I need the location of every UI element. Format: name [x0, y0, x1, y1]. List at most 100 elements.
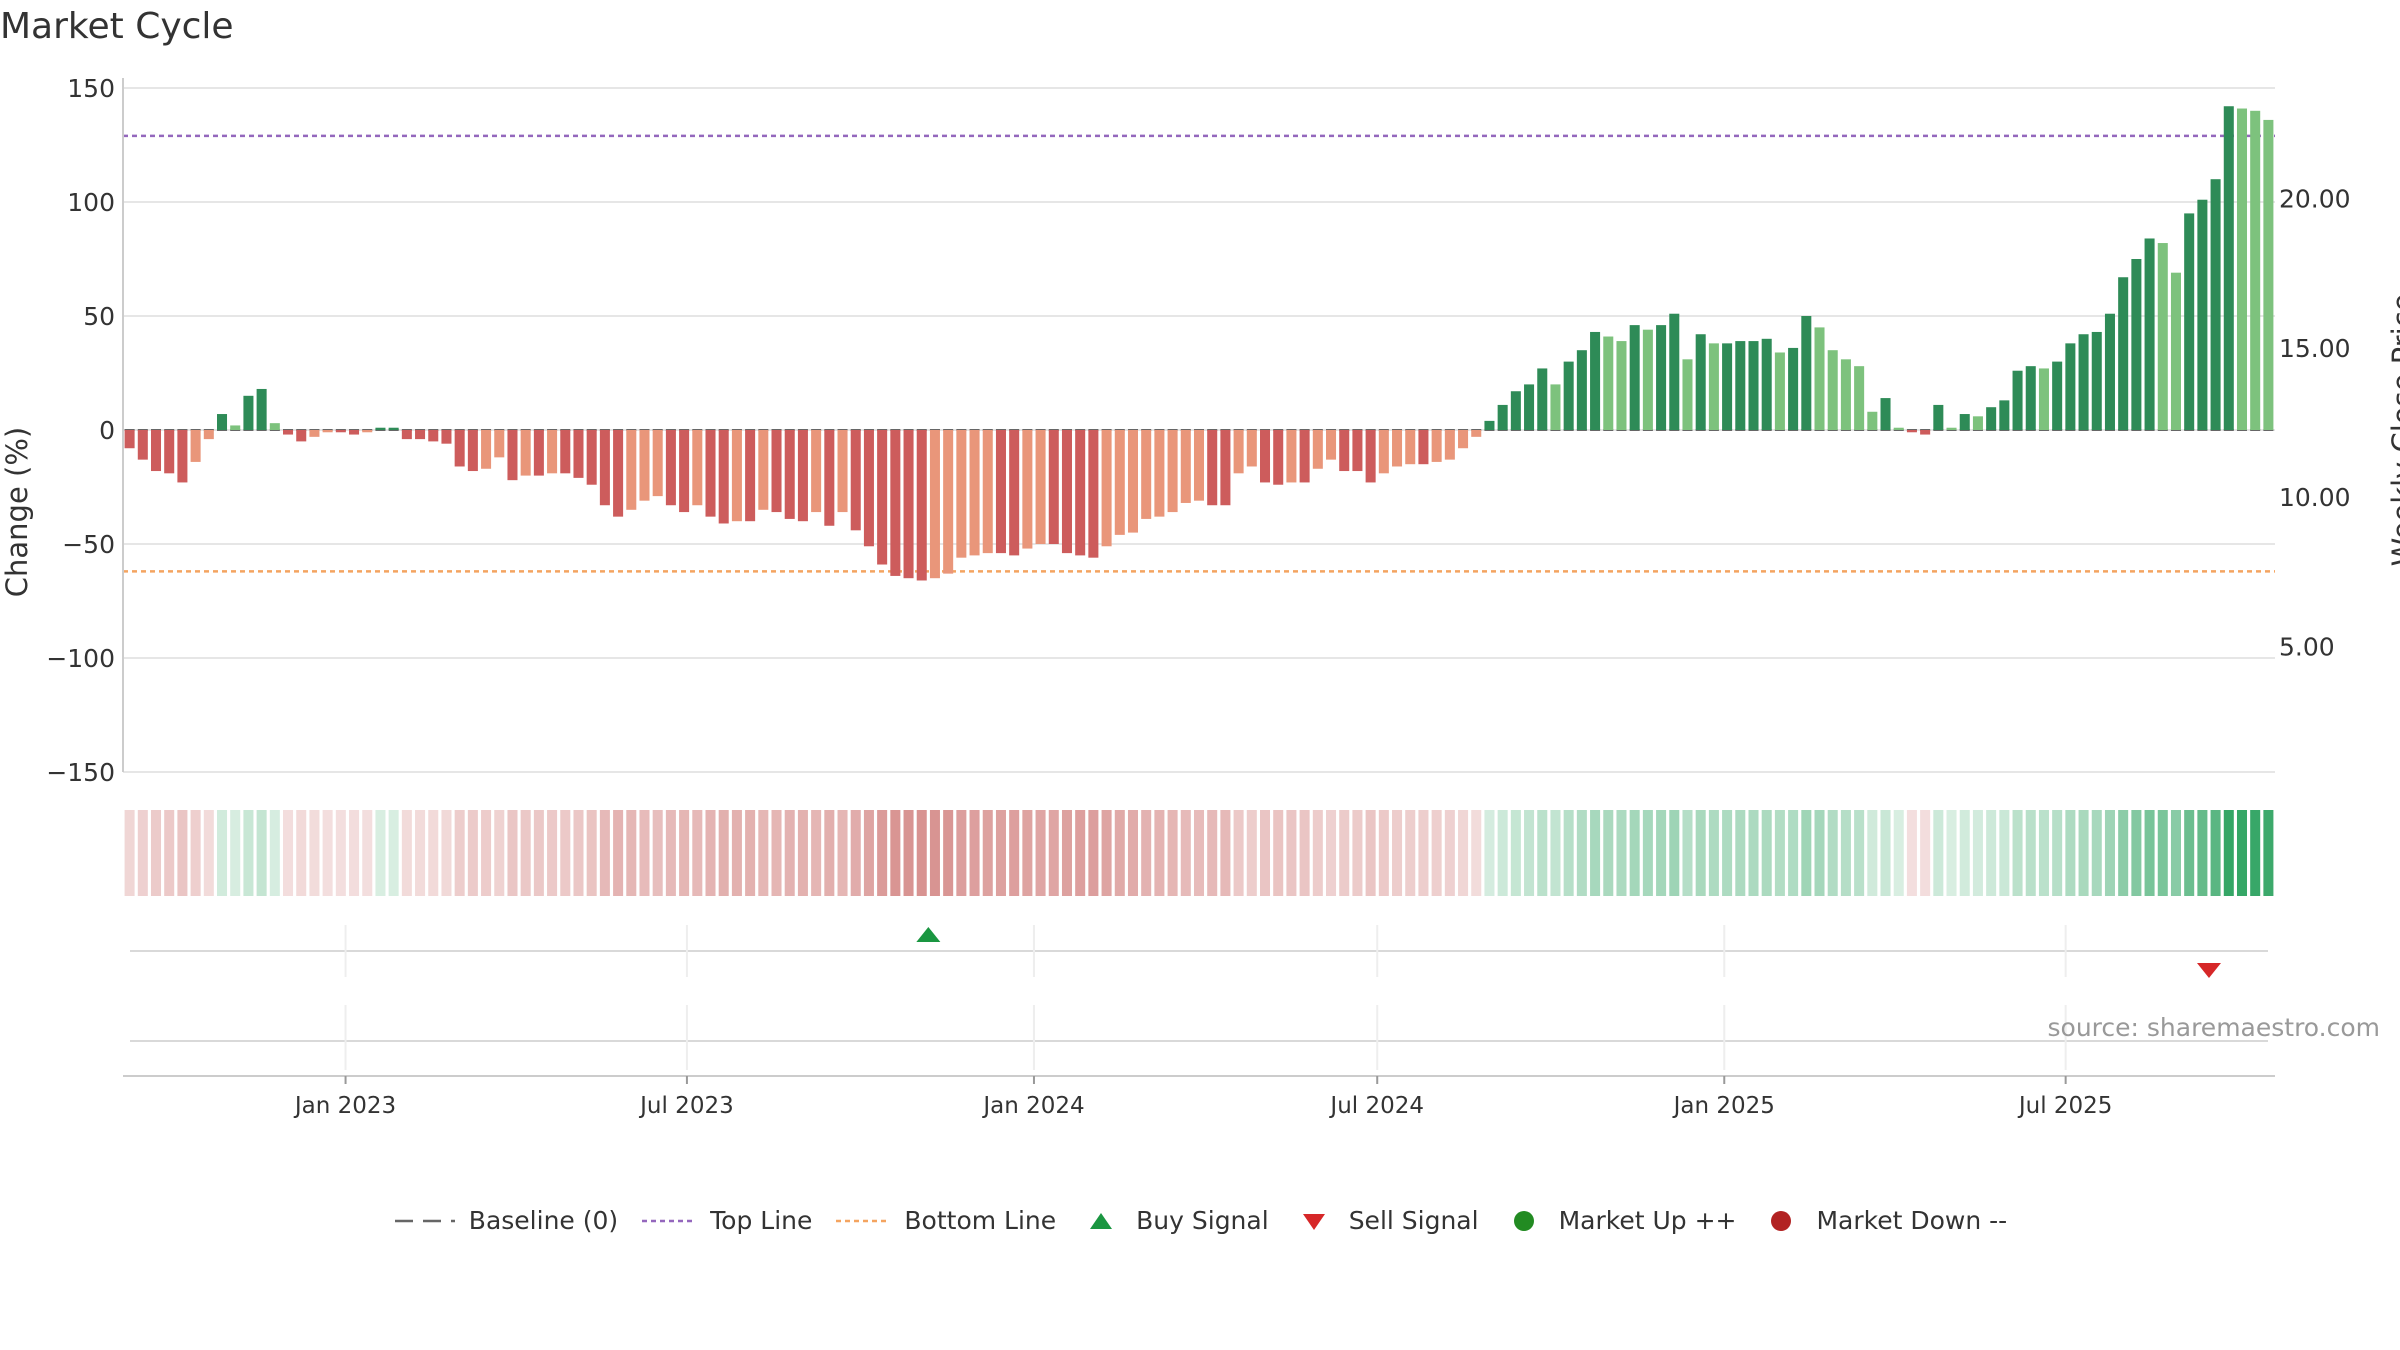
change-bar [1920, 430, 1931, 435]
legend-label: Sell Signal [1348, 1206, 1479, 1235]
legend-item-sell-signal: Sell Signal [1291, 1206, 1479, 1235]
change-bar [1972, 416, 1983, 430]
heat-cell [1603, 810, 1614, 896]
x-tick-label: Jul 2025 [2017, 1093, 2113, 1119]
heat-cell [243, 810, 254, 896]
heat-cell [1233, 810, 1244, 896]
change-bar [2078, 334, 2089, 430]
heat-cell [652, 810, 663, 896]
change-bar [349, 430, 360, 435]
heat-cell [1339, 810, 1350, 896]
change-bar [533, 430, 544, 476]
heat-cell [415, 810, 426, 896]
heat-cell [1774, 810, 1785, 896]
heat-cell [1167, 810, 1178, 896]
heat-cell [969, 810, 980, 896]
y2-tick-label: 5.00 [2279, 633, 2335, 662]
change-bar [1999, 400, 2010, 430]
heat-cell [1497, 810, 1508, 896]
change-bar [1088, 430, 1099, 558]
change-bar [1220, 430, 1231, 506]
change-bar [1326, 430, 1337, 460]
change-bar [1246, 430, 1257, 467]
change-bar [467, 430, 478, 472]
heat-cell [1748, 810, 1759, 896]
heat-cell [1814, 810, 1825, 896]
change-bar [745, 430, 756, 522]
dotted-line-icon [836, 1219, 891, 1222]
change-bar [1854, 366, 1865, 430]
heat-cell [441, 810, 452, 896]
x-tick-label: Jan 2023 [293, 1093, 396, 1119]
heat-cell [731, 810, 742, 896]
heat-cell [1127, 810, 1138, 896]
heat-cell [2210, 810, 2221, 896]
heat-cell [916, 810, 927, 896]
heat-cell [1986, 810, 1997, 896]
heat-cell [217, 810, 228, 896]
change-bar [1959, 414, 1970, 430]
heat-cell [547, 810, 558, 896]
change-bar [1893, 427, 1904, 430]
heat-cell [705, 810, 716, 896]
change-bar [190, 430, 201, 462]
change-bar [283, 430, 294, 435]
heat-cell [1193, 810, 1205, 896]
change-bar [956, 430, 967, 558]
change-bar [1616, 341, 1627, 430]
change-bar [217, 414, 228, 430]
heat-cell [599, 810, 610, 896]
change-bar [837, 430, 848, 513]
heat-cell [1484, 810, 1495, 896]
heat-cell [758, 810, 769, 896]
heat-cell [1392, 810, 1403, 896]
change-bar [1722, 343, 1733, 430]
heat-cell [1444, 810, 1455, 896]
change-bar [1405, 430, 1416, 465]
change-bar [1048, 430, 1059, 544]
heat-cell [1695, 810, 1706, 896]
axes: 150 100 50 0 −50 −100 −150 20.00 15.00 10.00 5.00 J… [46, 74, 2350, 1119]
heat-cell [1854, 810, 1865, 896]
change-bar [797, 430, 808, 522]
legend-label: Top Line [710, 1206, 813, 1235]
heat-cell [309, 810, 320, 896]
dash-line-icon [394, 1219, 455, 1222]
change-bar [2144, 238, 2155, 430]
change-bar [2210, 179, 2221, 430]
heat-cell [1022, 810, 1033, 896]
heat-cell [1946, 810, 1957, 896]
change-bar [1352, 430, 1363, 472]
heat-cell [1114, 810, 1125, 896]
heat-cell [388, 810, 399, 896]
heat-cell [1326, 810, 1337, 896]
change-bar [2131, 259, 2142, 430]
heat-cell [1827, 810, 1838, 896]
change-bar [1510, 391, 1521, 430]
change-bar [1114, 430, 1125, 535]
heat-cell [1312, 810, 1323, 896]
change-bar [2157, 243, 2168, 430]
legend-item-baseline: Baseline (0) [393, 1206, 618, 1235]
change-bar [1642, 329, 1653, 430]
change-bar [1022, 430, 1033, 549]
heat-cell [1273, 810, 1284, 896]
change-bar [1735, 341, 1746, 430]
heat-cell [1669, 810, 1680, 896]
heat-cell [1708, 810, 1719, 896]
heat-cell [718, 810, 729, 896]
change-bar [1484, 420, 1495, 430]
heat-cell [322, 810, 333, 896]
change-bar [2170, 272, 2181, 430]
change-bar [2091, 331, 2102, 430]
sell-signal-marker [2196, 963, 2221, 978]
heat-cell [1788, 810, 1799, 896]
heat-cell [1906, 810, 1917, 896]
heat-cell [797, 810, 808, 896]
y2-tick-label: 15.00 [2279, 334, 2351, 363]
heat-cell [1220, 810, 1231, 896]
heat-cell [2065, 810, 2076, 896]
heat-cell [1880, 810, 1891, 896]
change-bar [137, 430, 148, 460]
change-bar [1127, 430, 1138, 533]
